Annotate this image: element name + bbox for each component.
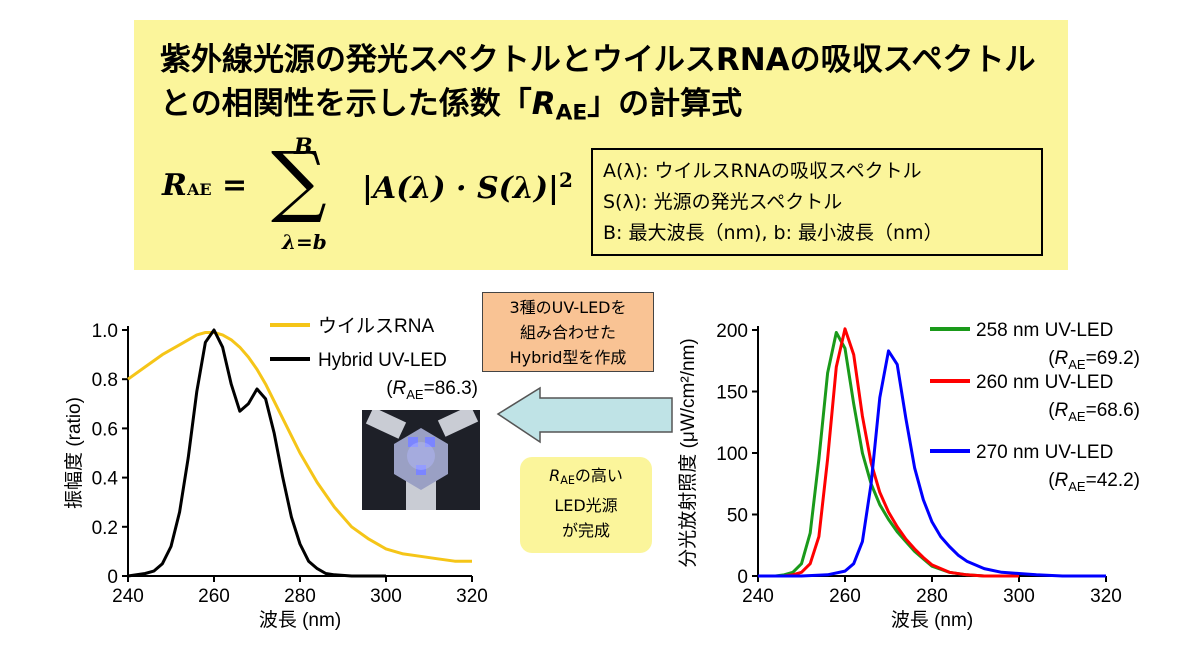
y-tick-label: 0.8: [92, 370, 118, 391]
legend-label-2: 270 nm UV-LED: [976, 442, 1113, 463]
y-tick-label: 0.2: [92, 518, 118, 539]
y-axis-title: 振幅度 (ratio): [63, 397, 85, 509]
y-axis-title: 分光放射照度 (μW/cm²/nm): [677, 338, 699, 567]
x-tick-label: 320: [456, 586, 488, 607]
legend-label-1: Hybrid UV-LED: [318, 350, 447, 371]
complete-line1: RAEの高い: [520, 463, 652, 493]
x-tick-label: 300: [370, 586, 402, 607]
rae-formula-lhs: RAE =: [162, 168, 247, 203]
title-r-symbol: R: [531, 86, 556, 122]
summation-symbol-icon: ∑: [271, 136, 327, 226]
title-line2-post: 」の計算式: [587, 86, 743, 122]
x-tick-label: 300: [1003, 586, 1035, 607]
arrow-shape: [496, 386, 673, 444]
y-tick-label: 50: [727, 506, 748, 527]
legend-label-0: ウイルスRNA: [318, 316, 434, 337]
x-tick-label: 320: [1090, 586, 1122, 607]
legend-rae-0: (RAE=69.2): [1048, 348, 1140, 372]
complete-line2: LED光源: [554, 495, 618, 515]
hybrid-led-photo: [362, 410, 480, 510]
formula-body: |A(λ) · S(λ)|: [362, 171, 559, 206]
y-tick-label: 0.6: [92, 419, 118, 440]
left-chart: 240 260 280 300 320 0 0.2 0.4 0.6 0.8 1.0 波長 (nm) 振幅…: [63, 316, 488, 631]
formula-r: R: [162, 168, 187, 203]
x-tick-label: 240: [742, 586, 774, 607]
x-tick-label: 240: [112, 586, 144, 607]
formula-r-subscript: AE: [186, 180, 212, 199]
x-tick-label: 260: [829, 586, 861, 607]
y-tick-label: 200: [716, 321, 748, 342]
x-axis-title: 波長 (nm): [259, 609, 341, 631]
hybrid-label-line2: 組み合わせた: [519, 323, 616, 342]
series-line-2: [758, 349, 1106, 578]
y-tick-label: 1.0: [92, 321, 118, 342]
legend-label-1: 260 nm UV-LED: [976, 372, 1113, 393]
series-line-1: [758, 327, 1019, 578]
y-tick-label: 150: [716, 383, 748, 404]
x-axis-title: 波長 (nm): [891, 609, 973, 631]
x-tick-label: 280: [284, 586, 316, 607]
sum-upper-limit: B: [294, 134, 313, 160]
definition-s: S(λ): 光源の発光スペクトル: [603, 191, 843, 213]
y-tick-label: 0: [107, 567, 118, 588]
banner-title-line1: 紫外線光源の発光スペクトルとウイルスRNAの吸収スペクトル: [160, 42, 1036, 78]
complete-r-sub: AE: [560, 473, 575, 487]
definitions-box: A(λ): ウイルスRNAの吸収スペクトル S(λ): 光源の発光スペクトル B…: [591, 148, 1043, 256]
complete-line1-post: の高い: [574, 466, 623, 485]
series-line-0: [127, 331, 472, 563]
led-board-icon: [362, 410, 480, 510]
formula-power: 2: [558, 168, 573, 192]
definition-a: A(λ): ウイルスRNAの吸収スペクトル: [603, 160, 922, 182]
hybrid-label-line1: 3種のUV-LEDを: [509, 298, 627, 317]
y-tick-label: 100: [716, 444, 748, 465]
x-tick-label: 280: [916, 586, 948, 607]
title-line2-pre: との相関性を示した係数「: [160, 86, 532, 122]
complete-line3: が完成: [561, 520, 610, 540]
x-tick-label: 260: [198, 586, 230, 607]
formula-banner: 紫外線光源の発光スペクトルとウイルスRNAの吸収スペクトル との相関性を示した係…: [134, 20, 1068, 270]
y-tick-label: 0.4: [92, 469, 119, 490]
y-tick-label: 0: [737, 567, 748, 588]
definition-b: B: 最大波長（nm), b: 最小波長（nm）: [603, 222, 943, 244]
legend-rae-1: (RAE=86.3): [386, 378, 478, 402]
hybrid-label-line3: Hybrid型を作成: [509, 348, 627, 367]
hybrid-created-label: 3種のUV-LEDを 組み合わせた Hybrid型を作成: [482, 292, 654, 372]
complete-r: R: [549, 466, 561, 485]
legend-rae-1: (RAE=68.6): [1048, 400, 1140, 424]
legend-label-0: 258 nm UV-LED: [976, 320, 1113, 341]
sum-lower-limit: λ=b: [282, 230, 327, 254]
right-chart: 240 260 280 300 320 0 50 100 150 200 波長 (nm) 分光放射照度…: [677, 320, 1140, 631]
title-r-subscript: AE: [555, 100, 588, 126]
banner-title: 紫外線光源の発光スペクトルとウイルスRNAの吸収スペクトル との相関性を示した係…: [160, 38, 1035, 135]
legend-rae-2: (RAE=42.2): [1048, 470, 1140, 494]
high-rae-complete-label: RAEの高い LED光源 が完成: [520, 457, 652, 553]
series-line-1: [127, 328, 386, 578]
rae-formula-body: |A(λ) · S(λ)|2: [362, 168, 573, 206]
banner-title-line2: との相関性を示した係数「RAE」の計算式: [160, 82, 1035, 135]
formula-equals: =: [211, 168, 248, 203]
